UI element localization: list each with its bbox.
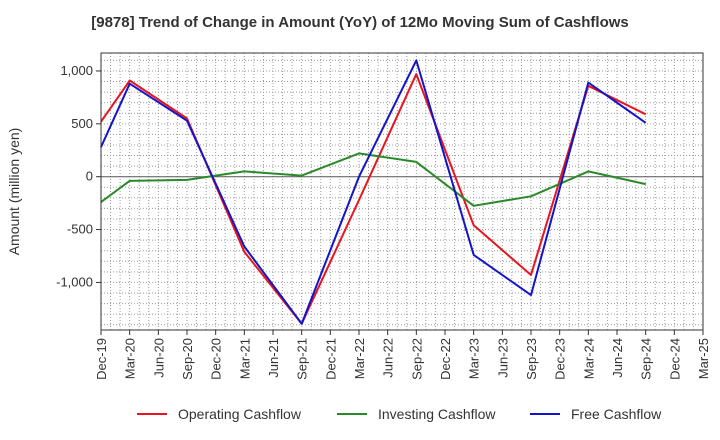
legend-label: Operating Cashflow [178,406,302,422]
x-tick-label: Sep-20 [180,338,195,380]
y-tick-label: -1,000 [56,274,93,289]
plot-frame [100,52,704,331]
x-tick-label: Mar-21 [237,338,252,379]
x-tick-label: Mar-23 [467,338,482,379]
x-tick-label: Dec-22 [438,338,453,380]
chart-title: [9878] Trend of Change in Amount (YoY) o… [91,14,629,31]
x-tick-label: Mar-25 [696,338,711,379]
x-tick-label: Dec-24 [667,338,682,380]
x-tick-label: Dec-21 [323,338,338,380]
x-tick-label: Dec-19 [94,338,109,380]
x-tick-label: Mar-24 [581,338,596,379]
x-tick-label: Jun-24 [610,338,625,378]
y-tick-label: 500 [71,116,93,131]
x-tick-label: Jun-22 [381,338,396,378]
x-tick-label: Mar-20 [123,338,138,379]
y-tick-label: -500 [67,222,93,237]
series-lines [100,59,647,325]
x-tick-label: Dec-20 [209,338,224,380]
y-tick-label: 1,000 [60,63,93,78]
legend-label: Free Cashflow [571,406,662,422]
y-tick-label: 0 [86,169,93,184]
x-tick-label: Sep-23 [524,338,539,380]
y-axis-title: Amount (million yen) [6,128,22,256]
x-tick-label: Sep-22 [409,338,424,380]
series-line [100,152,646,207]
legend: Operating Cashflow Investing Cashflow Free… [137,406,662,422]
x-tick-label: Mar-22 [352,338,367,379]
axes: 1,000 500 0 -500 -1,000 Dec-19 Mar-20 Jun-20 Sep… [6,52,711,380]
x-tick-label: Dec-23 [553,338,568,380]
series-line [100,59,647,325]
legend-label: Investing Cashflow [378,406,496,422]
x-tick-label: Jun-20 [151,338,166,378]
x-tick-label: Sep-24 [639,338,654,380]
x-tick-label: Jun-21 [266,338,281,378]
x-tick-label: Sep-21 [295,338,310,380]
x-tick-label: Jun-23 [495,338,510,378]
grid [100,53,703,330]
series-line [100,73,647,325]
